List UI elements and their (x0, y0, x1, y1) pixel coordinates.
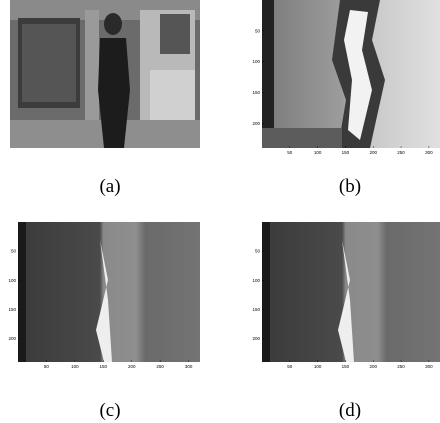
y-tick-label: 150 (252, 307, 260, 312)
y-tick-label: 200 (8, 336, 16, 341)
x-tick-label: 100 (71, 364, 79, 369)
x-tick-label: 150 (100, 364, 108, 369)
disparity-map (262, 0, 440, 148)
x-tick-label: 200 (369, 150, 377, 155)
x-tick-label: 250 (397, 150, 405, 155)
x-tick-label: 200 (369, 364, 377, 369)
y-tick-label: 100 (8, 278, 16, 283)
figure: (a) (b) 50 100 150 200 250 300 50 100 150 200 (c) 50 1… (0, 0, 440, 423)
caption: (b) (339, 176, 361, 197)
x-tick-label: 50 (44, 364, 50, 369)
x-tick-label: 150 (342, 364, 350, 369)
x-tick-label: 100 (314, 150, 322, 155)
y-tick-label: 200 (252, 121, 260, 126)
y-tick-label: 150 (252, 90, 260, 95)
x-tick-label: 250 (397, 364, 405, 369)
y-tick-label: 100 (252, 59, 260, 64)
y-tick-label: 50 (255, 28, 261, 33)
x-tick-label: 50 (287, 150, 293, 155)
x-tick-label: 50 (287, 364, 293, 369)
x-tick-label: 250 (156, 364, 164, 369)
caption: (d) (339, 400, 361, 421)
y-tick-label: 50 (255, 249, 261, 254)
photo (10, 0, 200, 148)
y-tick-label: 50 (11, 249, 17, 254)
disparity-map (262, 222, 440, 362)
x-tick-label: 150 (342, 150, 350, 155)
y-tick-label: 200 (252, 336, 260, 341)
y-tick-label: 150 (8, 307, 16, 312)
x-tick-label: 200 (128, 364, 136, 369)
x-tick-label: 100 (314, 364, 322, 369)
disparity-map (18, 222, 200, 362)
x-tick-label: 300 (425, 150, 433, 155)
x-tick-label: 300 (185, 364, 193, 369)
x-tick-label: 300 (425, 364, 433, 369)
caption: (a) (99, 176, 120, 197)
caption: (c) (99, 400, 120, 421)
y-tick-label: 100 (252, 278, 260, 283)
